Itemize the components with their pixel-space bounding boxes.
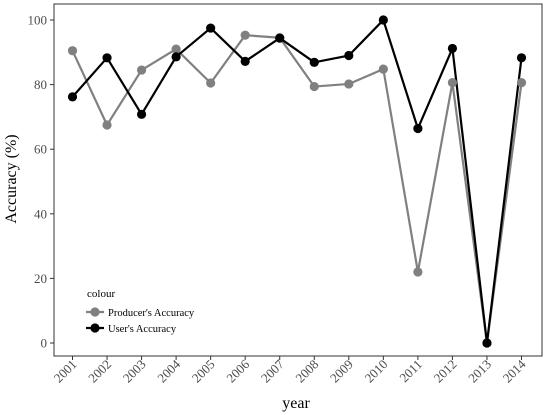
x-tick-label: 2014 — [500, 356, 529, 385]
data-point-series-0 — [206, 78, 216, 88]
x-tick-label: 2003 — [120, 357, 149, 386]
data-point-series-0 — [378, 64, 388, 74]
legend-key-point — [90, 323, 100, 333]
data-point-series-1 — [206, 23, 216, 33]
x-tick-label: 2001 — [51, 357, 80, 386]
data-point-series-1 — [171, 52, 181, 62]
series-line-0 — [71, 34, 523, 345]
data-point-series-1 — [67, 92, 78, 102]
data-point-series-0 — [240, 30, 250, 40]
data-point-series-0 — [136, 65, 147, 75]
series-line-1 — [71, 18, 523, 345]
legend-title: colour — [87, 288, 115, 300]
x-tick-label: 2013 — [465, 357, 494, 386]
plot-panel-border — [53, 3, 543, 357]
data-point-series-1 — [413, 123, 423, 134]
data-point-series-1 — [309, 57, 319, 67]
data-point-series-1 — [102, 53, 112, 63]
data-point-series-1 — [516, 53, 527, 63]
y-tick-label: 100 — [28, 13, 48, 28]
legend-key-point — [90, 307, 100, 317]
legend-label: User's Accuracy — [108, 324, 177, 335]
y-tick-label: 0 — [41, 336, 48, 351]
x-tick-label: 2005 — [189, 357, 218, 386]
y-tick-label: 40 — [34, 206, 47, 221]
data-point-series-0 — [447, 78, 458, 88]
x-tick-label: 2007 — [258, 356, 287, 385]
data-point-series-1 — [378, 15, 388, 25]
data-point-series-0 — [102, 120, 112, 130]
y-tick-label: 80 — [34, 77, 47, 92]
y-axis-title: Accuracy (%) — [3, 134, 20, 223]
y-tick-label: 20 — [34, 271, 47, 286]
data-point-series-1 — [482, 338, 492, 348]
data-point-series-1 — [447, 43, 458, 54]
data-point-series-1 — [275, 33, 285, 43]
legend: colour Producer's Accuracy User's Accurac… — [86, 288, 195, 335]
legend-label: Producer's Accuracy — [108, 308, 195, 319]
data-point-series-0 — [309, 81, 319, 92]
data-point-series-1 — [344, 50, 354, 61]
x-tick-label: 2010 — [361, 357, 390, 386]
data-point-series-0 — [67, 46, 78, 56]
y-tick-label: 60 — [34, 142, 47, 157]
data-point-series-0 — [171, 44, 181, 54]
x-tick-label: 2012 — [431, 357, 460, 386]
x-tick-label: 2011 — [396, 357, 425, 386]
x-tick-label: 2009 — [327, 357, 356, 386]
x-tick-label: 2002 — [85, 357, 114, 386]
x-tick-label: 2004 — [154, 356, 183, 385]
data-point-series-1 — [240, 56, 250, 66]
data-point-series-1 — [136, 109, 147, 119]
data-point-series-0 — [413, 267, 423, 277]
x-tick-label: 2008 — [292, 357, 321, 386]
data-point-series-0 — [516, 78, 527, 88]
x-tick-label: 2006 — [223, 356, 252, 385]
data-point-series-0 — [344, 79, 354, 89]
x-axis-title: year — [282, 395, 310, 412]
